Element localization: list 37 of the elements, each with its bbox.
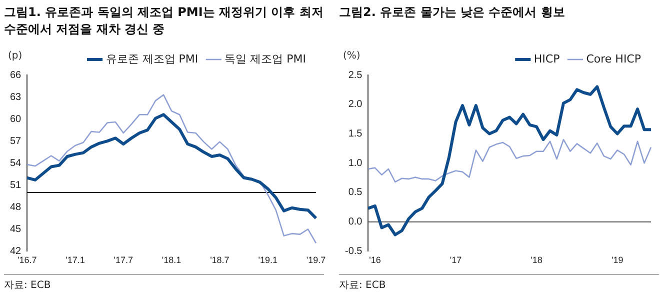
y-tick-label: 48 [10,202,22,213]
x-tick-label: '18.1 [162,255,182,266]
chart-title: 그림2. 유로존 물가는 낮은 수준에서 횡보 [339,4,566,21]
chart-title: 그림1. 유로존과 독일의 제조업 PMI는 재정위기 이후 최저 수준에서 저점을 재차 경신 중 [4,4,324,38]
legend-label: 독일 제조업 PMI [224,52,306,66]
y-tick-label: 42 [10,246,22,257]
legend-label: HICP [534,52,560,66]
y-tick-label: 0.5 [348,187,363,198]
y-tick-label: 1.0 [348,158,363,169]
text: 자료: ECB [339,274,659,292]
y-tick-label: 2.0 [348,99,363,110]
y-tick-label: 57 [10,136,22,147]
y-tick-label: -0.5 [344,246,363,257]
y-axis-title: (p) [8,50,22,62]
x-tick-label: '18 [530,255,542,266]
y-tick-label: 63 [10,92,22,103]
x-tick-label: '16 [369,255,381,266]
y-tick-label: 0.0 [348,216,363,228]
x-tick-label: '17.7 [114,255,134,266]
y-axis-title: (%) [343,50,360,62]
x-tick-label: '19.7 [306,255,326,266]
legend-label: 유로존 제조업 PMI [106,52,198,66]
legend-label: Core HICP [586,52,642,66]
y-tick-label: 54 [10,158,22,169]
y-tick-label: 2.5 [348,70,363,81]
y-tick-label: 60 [10,114,22,125]
x-tick-label: '17.1 [66,255,85,266]
y-tick-label: 1.5 [348,128,363,140]
x-tick-label: '19 [611,255,624,266]
x-tick-label: '19.1 [258,255,278,266]
x-tick-label: '16.7 [18,255,37,266]
y-tick-label: 51 [10,180,22,191]
y-tick-label: 45 [10,224,22,235]
y-tick-label: 66 [10,70,22,81]
x-tick-label: '17 [450,255,462,266]
x-tick-label: '18.7 [210,255,230,266]
text: 자료: ECB [4,274,324,292]
